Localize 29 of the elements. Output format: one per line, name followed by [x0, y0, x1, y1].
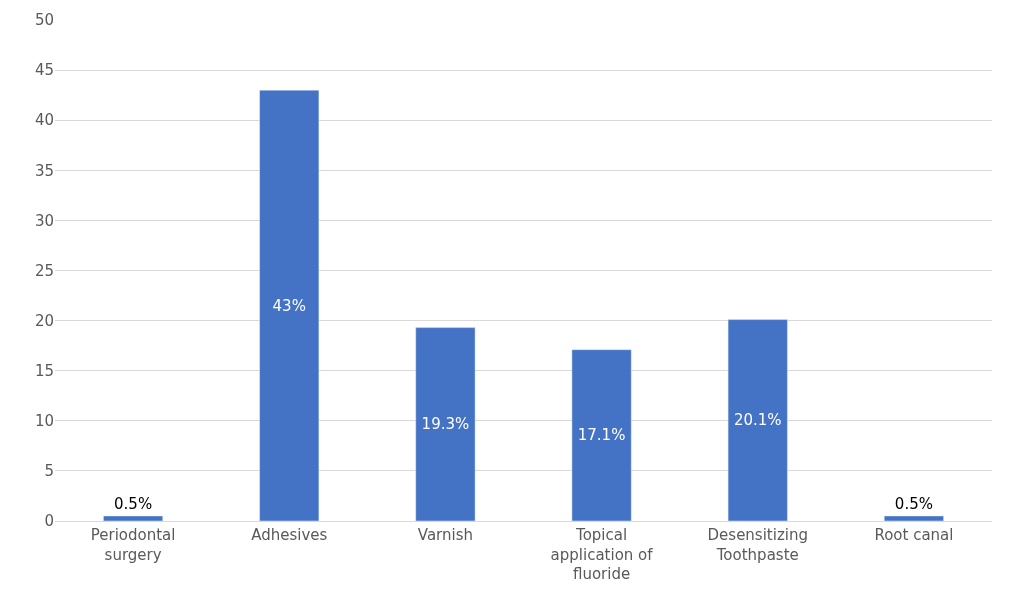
y-tick-label: 10	[34, 412, 54, 431]
y-tick-label: 50	[34, 11, 54, 30]
data-label: 19.3%	[421, 415, 470, 434]
y-tick-label: 25	[34, 261, 54, 280]
data-label: 20.1%	[733, 411, 782, 430]
y-tick-label: 40	[34, 111, 54, 130]
x-tick-label: Varnish	[417, 526, 474, 544]
x-tick-label: Periodontal surgery	[90, 526, 176, 564]
y-tick-label: 45	[34, 61, 54, 80]
bar	[571, 349, 632, 521]
y-tick-label: 30	[34, 211, 54, 230]
x-tick-label: Desensitizing Toothpaste	[707, 526, 808, 564]
bar	[727, 319, 788, 521]
data-label: 0.5%	[114, 494, 153, 513]
data-label: 43%	[272, 296, 306, 315]
bar	[415, 327, 476, 521]
x-tick-label: Topical application of fluoride	[550, 526, 654, 583]
x-tick-label: Adhesives	[251, 526, 328, 544]
data-label: 0.5%	[894, 494, 933, 513]
y-tick-label: 5	[44, 462, 54, 481]
x-tick-label: Root canal	[874, 526, 954, 544]
bar	[259, 89, 320, 521]
y-tick-label: 20	[34, 311, 54, 330]
bar	[883, 515, 944, 521]
y-tick-label: 15	[34, 361, 54, 380]
y-tick-label: 35	[34, 161, 54, 180]
y-tick-label: 0	[44, 512, 54, 531]
data-label: 17.1%	[577, 426, 626, 445]
bar	[103, 515, 164, 521]
